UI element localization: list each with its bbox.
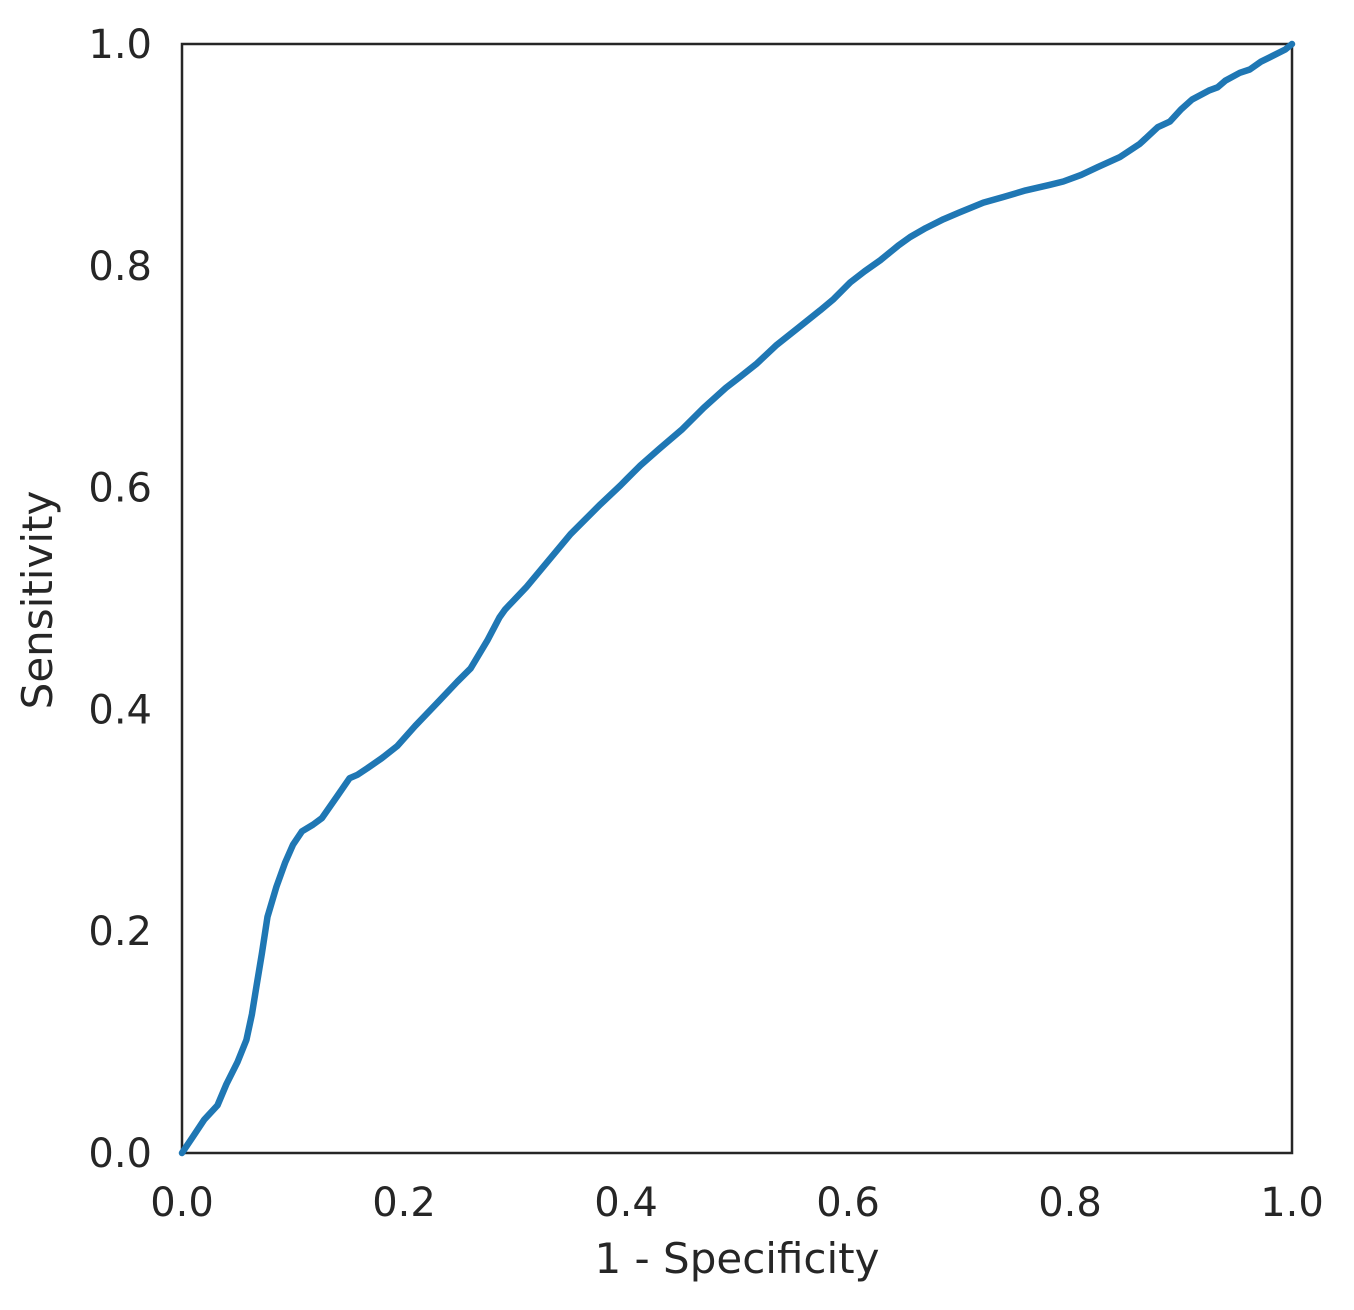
x-axis-label: 1 - Specificity — [594, 1234, 879, 1283]
y-axis-label: Sensitivity — [13, 491, 62, 710]
x-axis-ticks: 0.0 0.2 0.4 0.6 0.8 1.0 — [150, 1180, 1324, 1226]
x-tick-label: 0.6 — [816, 1180, 880, 1226]
x-tick-label: 0.0 — [150, 1180, 214, 1226]
y-tick-label: 0.0 — [88, 1131, 152, 1177]
roc-curve — [178, 40, 1296, 1157]
y-axis-ticks: 0.0 0.2 0.4 0.6 0.8 1.0 — [88, 22, 152, 1177]
x-tick-label: 0.2 — [372, 1180, 436, 1226]
y-tick-label: 0.8 — [88, 244, 152, 290]
y-tick-label: 1.0 — [88, 22, 152, 68]
x-tick-label: 1.0 — [1260, 1180, 1324, 1226]
y-tick-label: 0.4 — [88, 687, 152, 733]
y-tick-label: 0.2 — [88, 909, 152, 955]
y-tick-label: 0.6 — [88, 466, 152, 512]
x-tick-label: 0.4 — [594, 1180, 658, 1226]
x-tick-label: 0.8 — [1038, 1180, 1102, 1226]
plot-border — [180, 42, 1294, 1155]
roc-curve-line — [178, 40, 1296, 1157]
